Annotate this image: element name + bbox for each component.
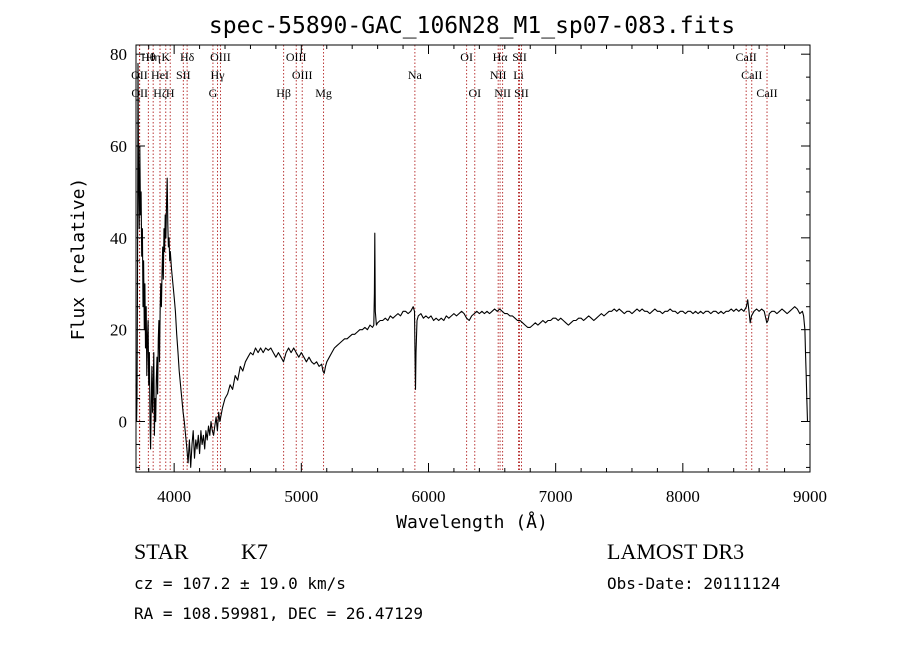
line-marker-label: OIII	[292, 68, 313, 82]
line-marker-label: Hβ	[276, 86, 291, 100]
spectral-line-markers	[138, 45, 768, 472]
line-marker-label: G	[209, 86, 218, 100]
x-tick-label: 7000	[539, 487, 573, 506]
line-marker-label: Li	[513, 68, 524, 82]
line-marker-label: OII	[131, 86, 148, 100]
line-marker-label: HeI	[151, 68, 169, 82]
x-tick-label: 9000	[793, 487, 827, 506]
x-tick-label: 4000	[157, 487, 191, 506]
line-marker-label: Hγ	[211, 68, 226, 82]
line-marker-label: NII	[494, 86, 511, 100]
y-axis-ticks: 0 20 40 60 80	[110, 45, 810, 468]
y-tick-label: 0	[119, 412, 128, 431]
line-marker-label: K	[161, 50, 170, 64]
chart-title: spec-55890-GAC_106N28_M1_sp07-083.fits	[209, 13, 735, 39]
y-tick-label: 60	[110, 137, 127, 156]
line-marker-label: Hδ	[180, 50, 195, 64]
observation-date: Obs-Date: 20111124	[607, 574, 780, 593]
line-marker-label: Hα	[493, 50, 509, 64]
y-axis-label: Flux (relative)	[68, 178, 89, 341]
line-marker-label: OIII	[210, 50, 231, 64]
line-marker-label: Hθ	[141, 50, 156, 64]
line-marker-label: NII	[490, 68, 507, 82]
y-tick-label: 80	[110, 45, 127, 64]
y-tick-label: 40	[110, 229, 127, 248]
spectrum-series-line	[135, 62, 809, 468]
sky-coordinates: RA = 108.59981, DEC = 26.47129	[134, 604, 423, 623]
line-marker-label: Mg	[315, 86, 332, 100]
plot-frame	[135, 44, 811, 473]
x-tick-label: 5000	[284, 487, 318, 506]
line-marker-label: H	[166, 86, 175, 100]
line-marker-label: CaII	[756, 86, 777, 100]
line-marker-label: OII	[131, 68, 148, 82]
line-marker-label: CaII	[735, 50, 756, 64]
x-tick-label: 8000	[666, 487, 700, 506]
x-axis-label: Wavelength (Å)	[396, 511, 548, 533]
object-subclass: K7	[241, 539, 268, 564]
redshift-velocity: cz = 107.2 ± 19.0 km/s	[134, 574, 346, 593]
line-marker-label: OI	[460, 50, 473, 64]
line-marker-label: Hη	[146, 50, 161, 64]
line-marker-label: SII	[512, 50, 527, 64]
object-class: STAR	[134, 539, 189, 564]
line-marker-label: SII	[176, 68, 191, 82]
line-marker-label: Hζ	[153, 86, 167, 100]
x-tick-label: 6000	[411, 487, 445, 506]
y-tick-label: 20	[110, 321, 127, 340]
line-marker-label: OIII	[286, 50, 307, 64]
line-marker-label: CaII	[741, 68, 762, 82]
line-marker-label: Na	[408, 68, 423, 82]
survey-name: LAMOST DR3	[607, 539, 744, 564]
line-marker-label: SII	[514, 86, 529, 100]
line-marker-label: OI	[468, 86, 481, 100]
x-axis-ticks: 4000 5000 6000 7000 8000 9000	[148, 45, 827, 506]
